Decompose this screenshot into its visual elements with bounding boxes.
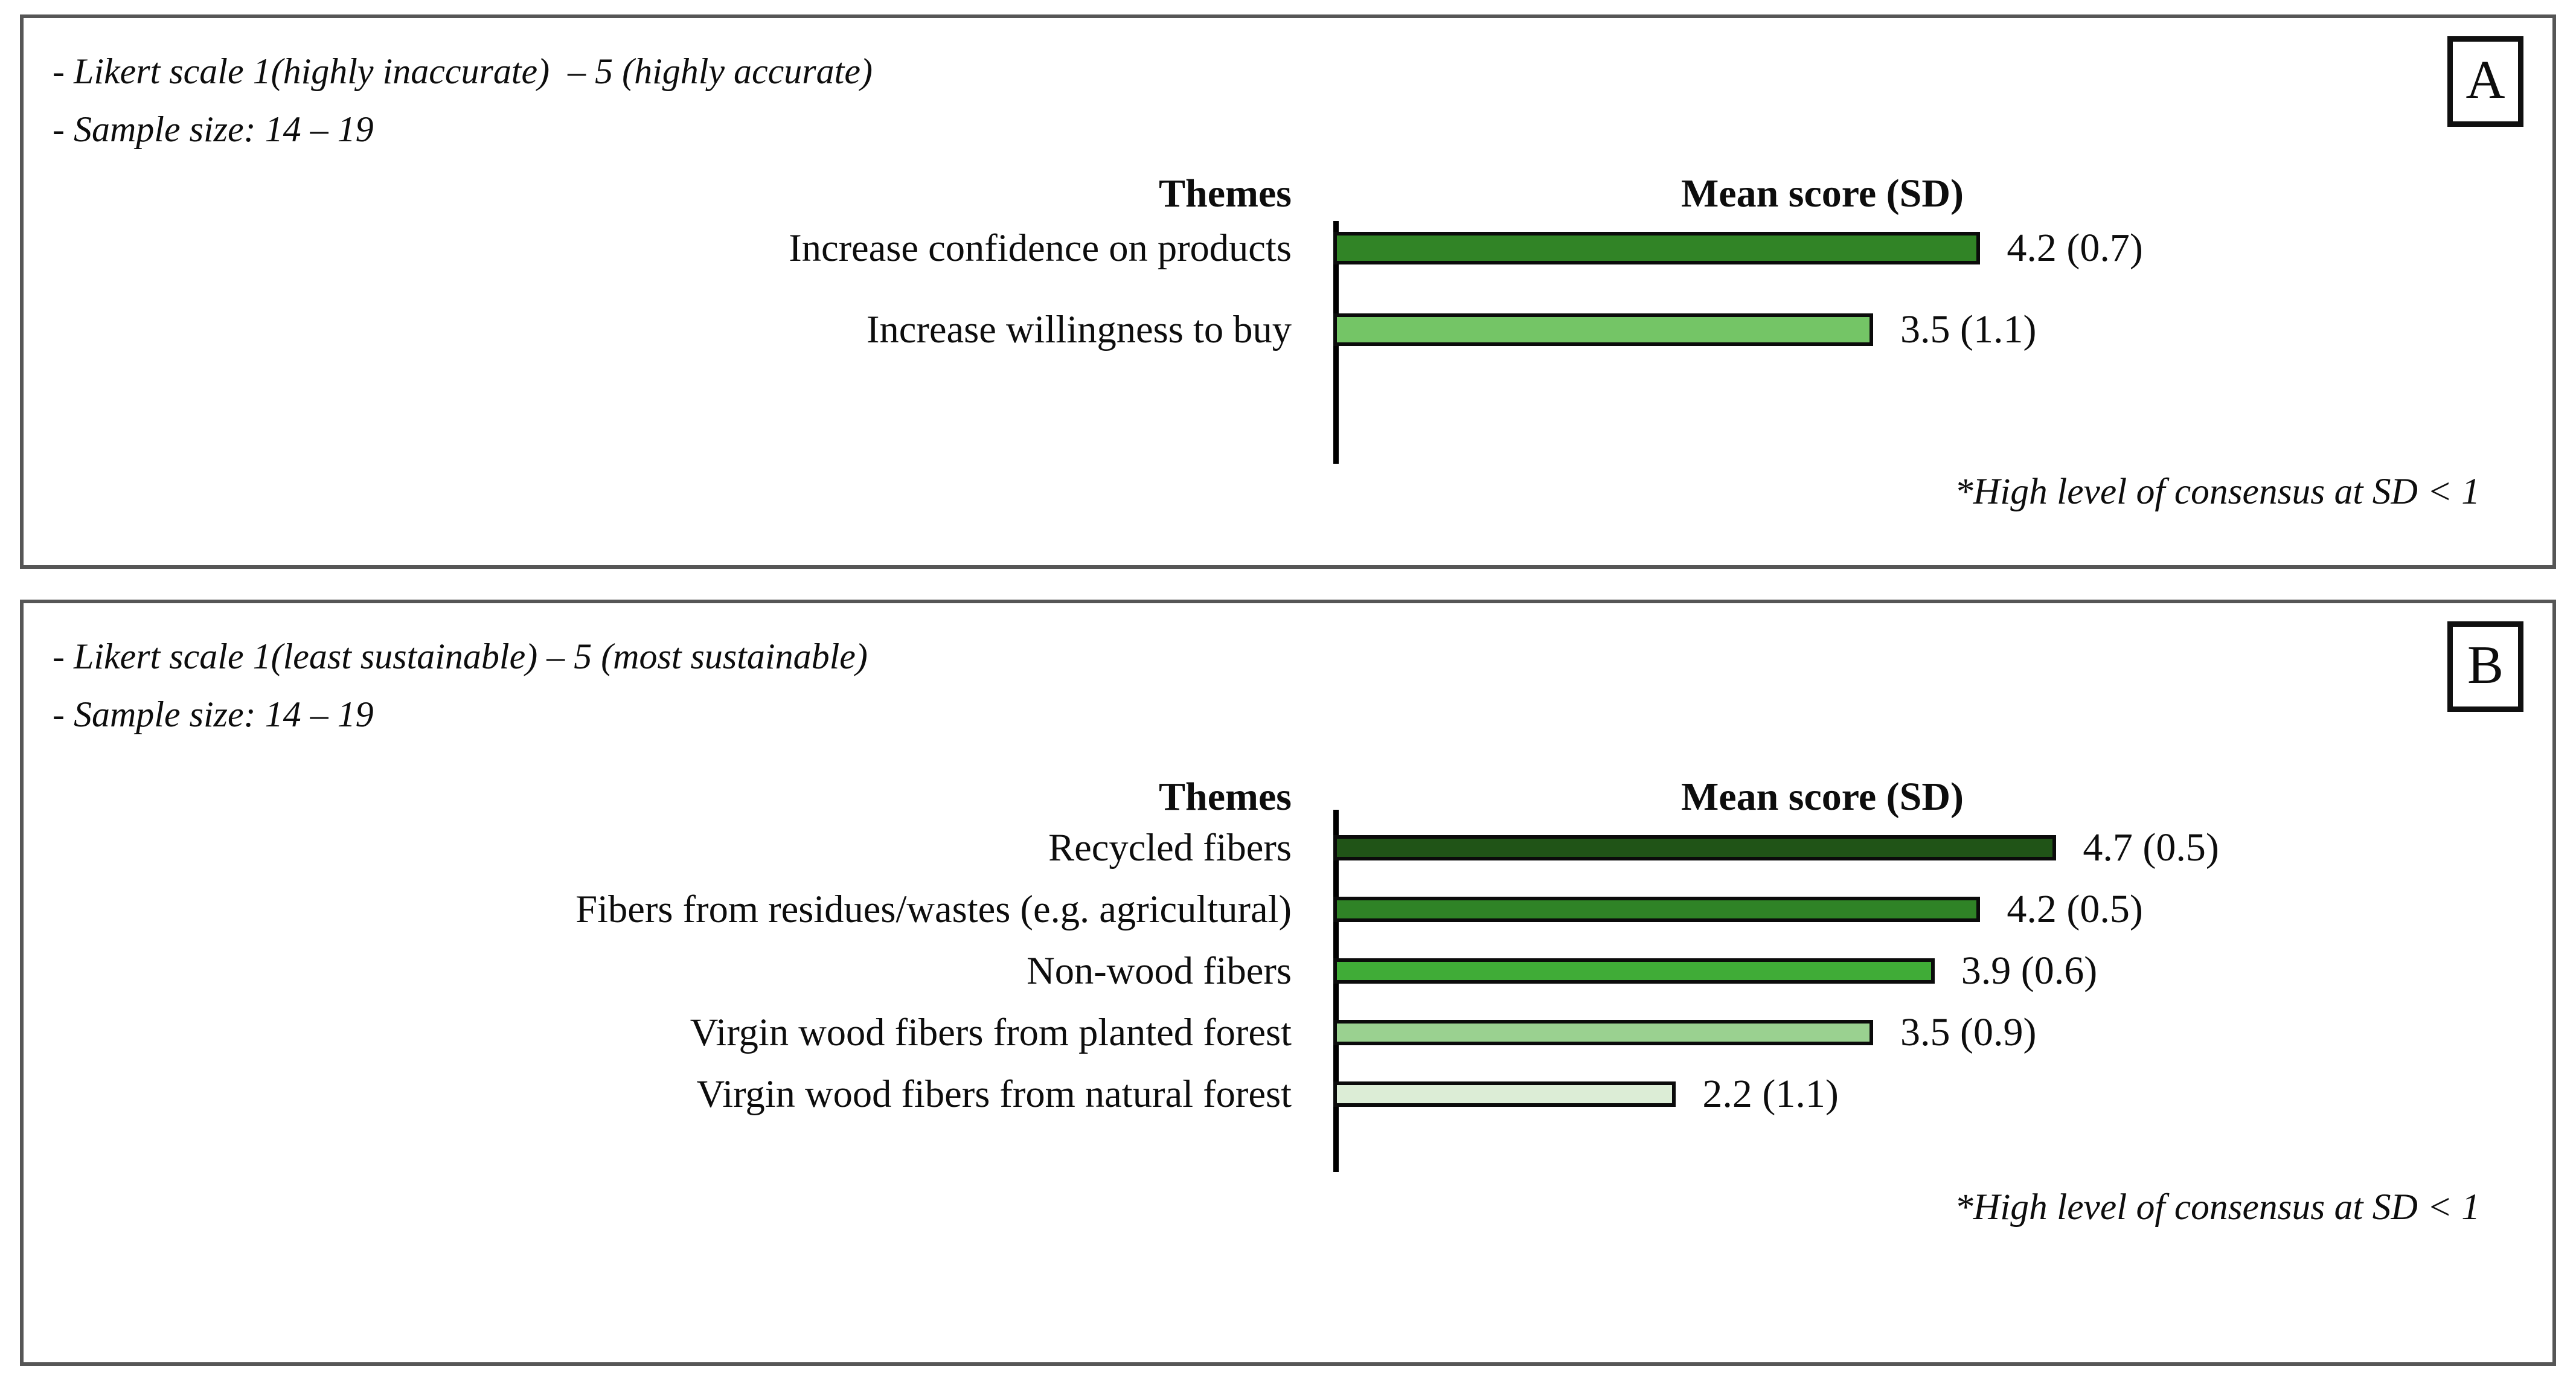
axis-line (1333, 810, 1338, 1172)
mean-sd-value: 4.2 (0.5) (2007, 886, 2143, 931)
panel-b: - Likert scale 1(least sustainable) – 5 … (20, 600, 2556, 1366)
bar (1333, 1020, 1873, 1045)
panel-tag-letter: B (2467, 636, 2504, 696)
mean-score-header: Mean score (SD) (1681, 774, 1964, 819)
bar-row: Non-wood fibers 3.9 (0.6) (24, 940, 2552, 1002)
panel-tag-box: B (2447, 621, 2523, 712)
likert-scale-note: - Likert scale 1(highly inaccurate) – 5 … (53, 53, 873, 92)
likert-scale-note: - Likert scale 1(least sustainable) – 5 … (53, 638, 868, 678)
bar (1333, 835, 2056, 860)
bar (1333, 1081, 1676, 1107)
bar-row: Increase confidence on products 4.2 (0.7… (24, 217, 2552, 279)
themes-header: Themes (1159, 170, 1292, 216)
panel-tag-box: A (2447, 36, 2523, 127)
theme-label: Non-wood fibers (1027, 949, 1292, 993)
mean-sd-value: 4.7 (0.5) (2083, 824, 2219, 870)
bar-row: Increase willingness to buy 3.5 (1.1) (24, 299, 2552, 360)
sample-size-note: - Sample size: 14 – 19 (53, 696, 374, 735)
bar-row: Recycled fibers 4.7 (0.5) (24, 817, 2552, 879)
panel-tag-letter: A (2465, 51, 2505, 111)
bar-row: Virgin wood fibers from planted forest 3… (24, 1002, 2552, 1063)
theme-label: Virgin wood fibers from planted forest (690, 1010, 1292, 1054)
themes-header: Themes (1159, 774, 1292, 819)
panel-a: - Likert scale 1(highly inaccurate) – 5 … (20, 14, 2556, 569)
bars-area: Increase confidence on products 4.2 (0.7… (24, 18, 2552, 565)
theme-label: Recycled fibers (1048, 825, 1292, 870)
mean-sd-value: 3.9 (0.6) (1961, 947, 2098, 993)
mean-sd-value: 4.2 (0.7) (2007, 225, 2143, 270)
bar (1333, 958, 1934, 984)
consensus-footnote: *High level of consensus at SD < 1 (1955, 1188, 2480, 1228)
mean-sd-value: 3.5 (0.9) (1900, 1009, 2037, 1054)
bar (1333, 897, 1980, 922)
mean-sd-value: 3.5 (1.1) (1900, 306, 2037, 351)
sample-size-note: - Sample size: 14 – 19 (53, 111, 374, 150)
bar (1333, 232, 1980, 264)
mean-score-header: Mean score (SD) (1681, 170, 1964, 216)
bar (1333, 313, 1873, 346)
theme-label: Fibers from residues/wastes (e.g. agricu… (575, 887, 1292, 931)
bars-area: Recycled fibers 4.7 (0.5) Fibers from re… (24, 603, 2552, 1362)
consensus-footnote: *High level of consensus at SD < 1 (1955, 473, 2480, 513)
theme-label: Virgin wood fibers from natural forest (696, 1072, 1292, 1116)
bar-row: Virgin wood fibers from natural forest 2… (24, 1063, 2552, 1125)
theme-label: Increase confidence on products (789, 226, 1292, 270)
theme-label: Increase willingness to buy (867, 307, 1292, 351)
mean-sd-value: 2.2 (1.1) (1702, 1071, 1839, 1116)
bar-row: Fibers from residues/wastes (e.g. agricu… (24, 879, 2552, 940)
